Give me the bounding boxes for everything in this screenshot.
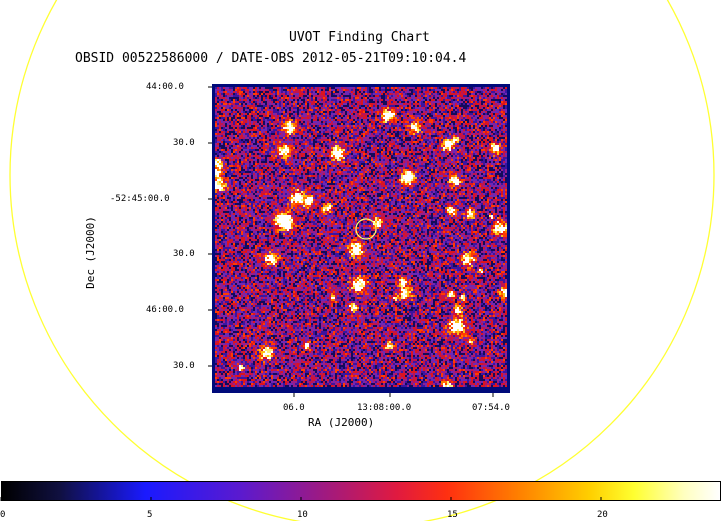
ra-tick-label: 13:08:00.0 xyxy=(357,403,412,413)
uvot-fov-circle xyxy=(9,0,715,521)
colorbar-tick-label: 15 xyxy=(447,510,458,520)
ra-tick-label: 07:54.0 xyxy=(472,403,510,413)
x-axis-label: RA (J2000) xyxy=(308,416,375,429)
chart-subtitle: OBSID 00522586000 / DATE-OBS 2012-05-21T… xyxy=(75,51,467,66)
dec-tick-label: 44:00.0 xyxy=(146,82,184,92)
dec-tick-label: 30.0 xyxy=(173,361,195,371)
dec-tick-label: 46:00.0 xyxy=(146,305,184,315)
dec-tick-label: -52:45:00.0 xyxy=(110,194,170,204)
ra-tick-label: 06.0 xyxy=(283,403,305,413)
colorbar-tick-label: 20 xyxy=(597,510,608,520)
dec-tick-label: 30.0 xyxy=(173,249,195,259)
colorbar-tick-label: 10 xyxy=(297,510,308,520)
dec-tick-label: 30.0 xyxy=(173,138,195,148)
chart-title: UVOT Finding Chart xyxy=(289,30,430,45)
colorbar-tick-label: 5 xyxy=(147,510,153,520)
colorbar-tick-label: 0 xyxy=(0,510,6,520)
colorbar xyxy=(1,481,721,501)
